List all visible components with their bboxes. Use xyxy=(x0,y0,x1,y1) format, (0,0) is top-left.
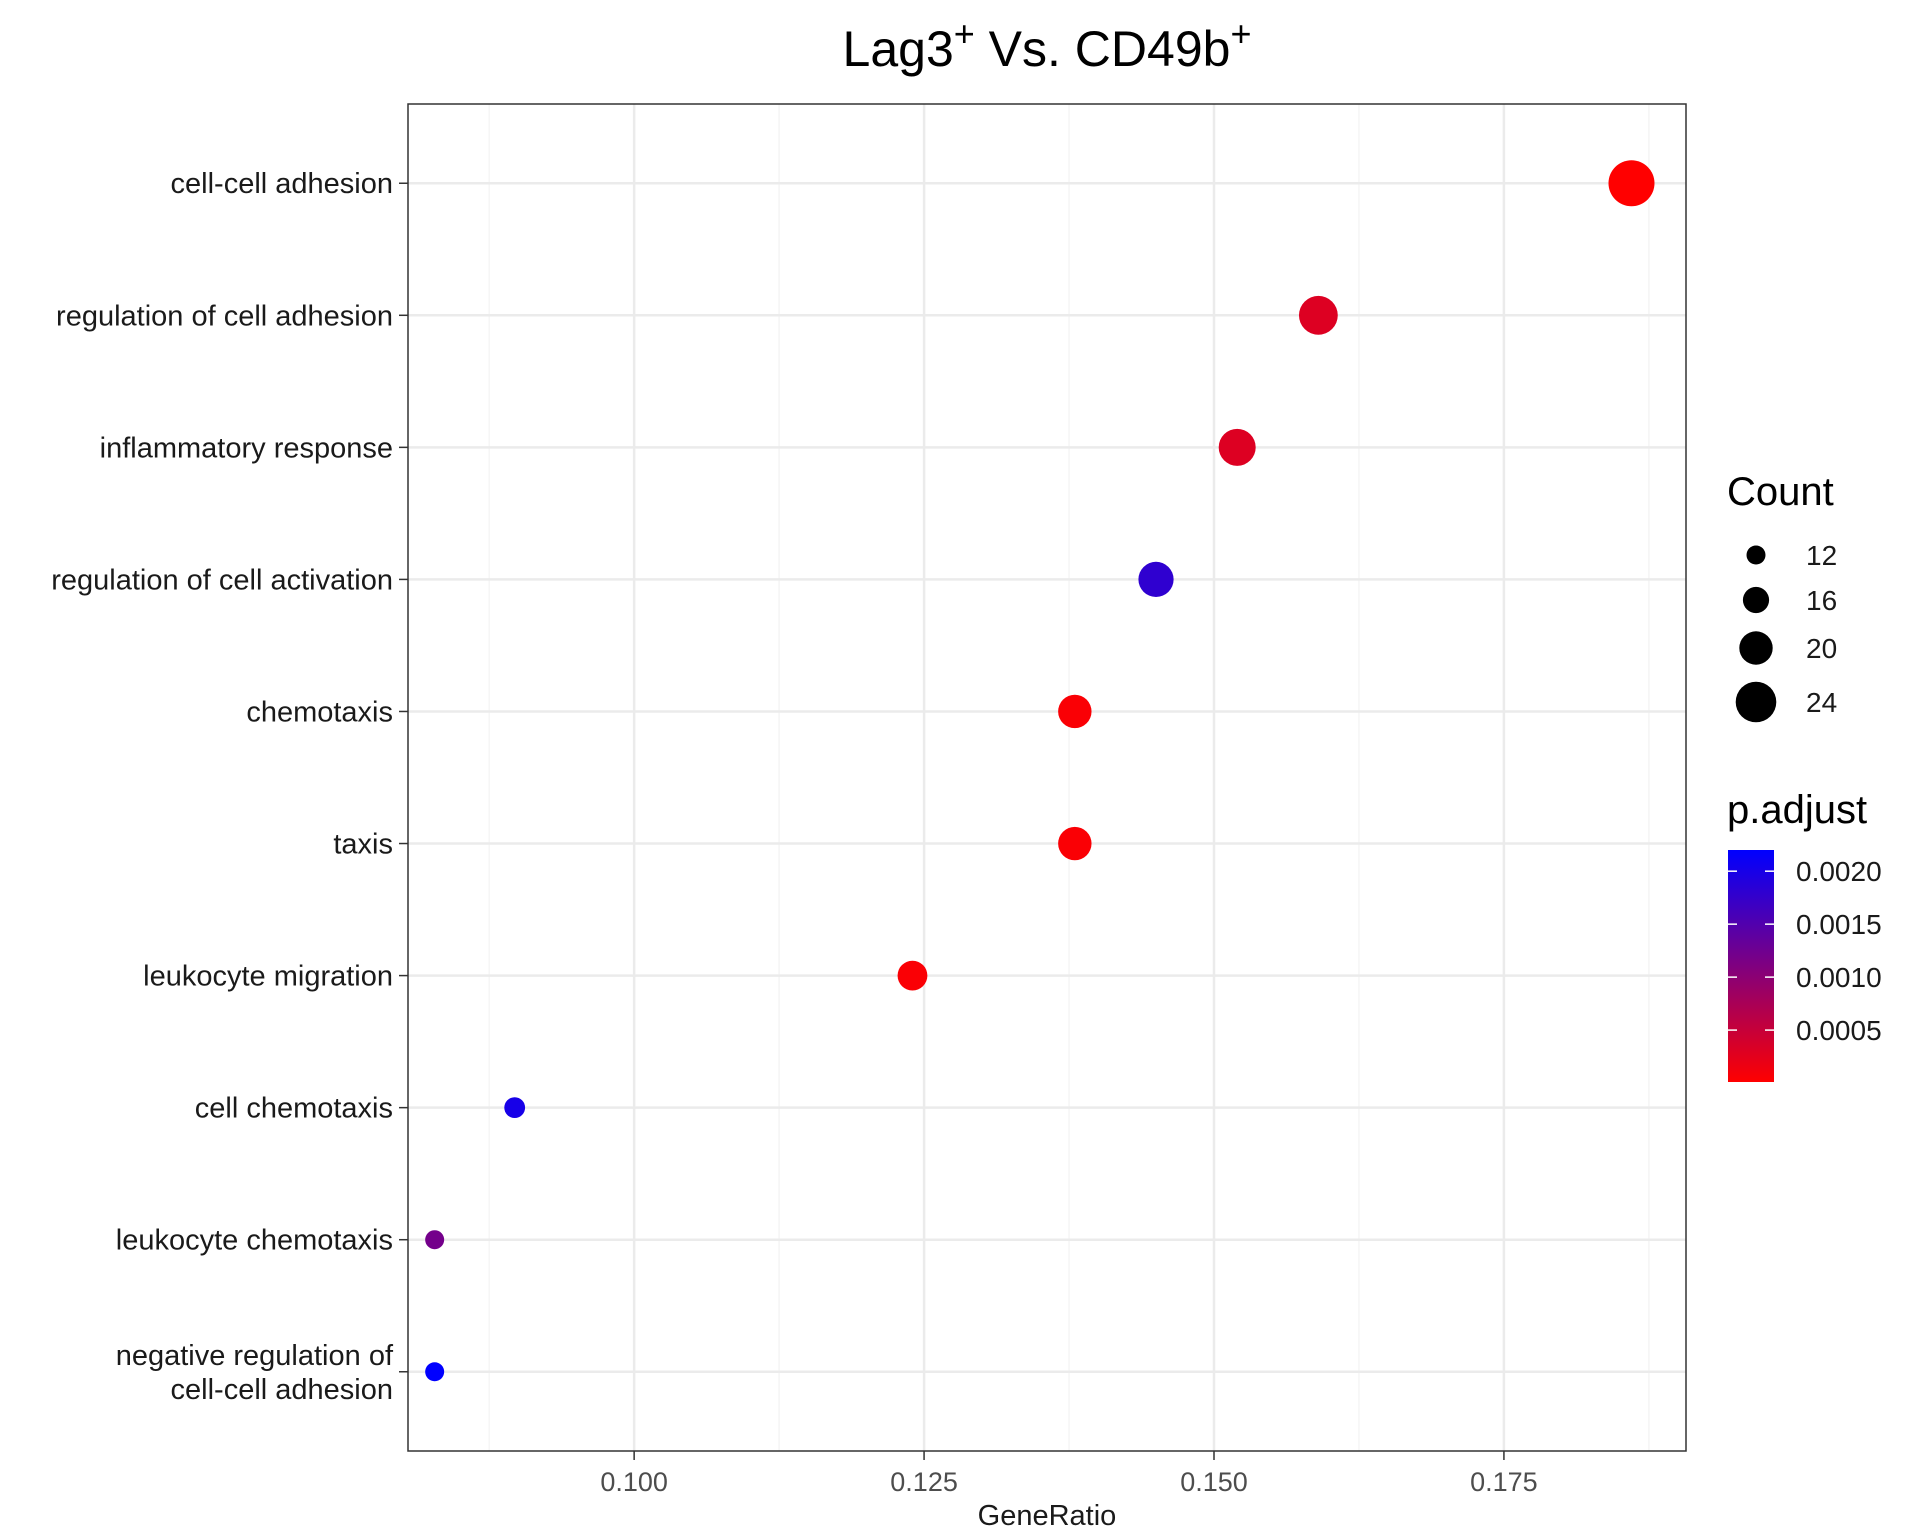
y-axis-label: regulation of cell adhesion xyxy=(56,300,393,332)
y-axis-label: leukocyte chemotaxis xyxy=(116,1225,393,1257)
legend-count-label: 24 xyxy=(1806,687,1837,718)
chart-title: Lag3+ Vs. CD49b+ xyxy=(408,14,1686,84)
x-axis-tick-label: 0.175 xyxy=(1470,1467,1538,1497)
legend-colorbar-label: 0.0020 xyxy=(1796,856,1882,887)
legend-colorbar-label: 0.0005 xyxy=(1796,1015,1882,1046)
data-point xyxy=(1058,694,1092,729)
data-point xyxy=(425,1230,445,1250)
data-point xyxy=(425,1362,445,1382)
x-axis-tick-label: 0.150 xyxy=(1180,1467,1248,1497)
data-point xyxy=(1608,160,1655,207)
y-axis-label: inflammatory response xyxy=(100,432,393,464)
y-axis-label: cell chemotaxis xyxy=(195,1093,393,1125)
title-superscript-1: + xyxy=(953,13,975,54)
legend-colorbar-label: 0.0010 xyxy=(1796,962,1882,993)
legend-count-key xyxy=(1739,631,1773,665)
y-axis-label: negative regulation of xyxy=(116,1340,394,1372)
legend-count-title: Count xyxy=(1727,470,1834,514)
legend-count-key xyxy=(1742,586,1770,614)
data-point xyxy=(504,1097,526,1119)
title-main: Lag3 xyxy=(842,21,954,77)
legend-count-key xyxy=(1735,681,1777,723)
legend-count-label: 20 xyxy=(1806,633,1837,664)
y-axis-label: cell-cell adhesion xyxy=(171,168,393,200)
data-point xyxy=(1058,826,1092,861)
x-axis-tick-label: 0.125 xyxy=(890,1467,958,1497)
data-point xyxy=(1218,428,1256,466)
data-point xyxy=(897,960,928,991)
legend-padjust-title: p.adjust xyxy=(1727,788,1867,832)
data-point xyxy=(1298,295,1338,335)
y-axis-label: regulation of cell activation xyxy=(51,564,393,596)
legend-colorbar-label: 0.0015 xyxy=(1796,909,1882,940)
legend-count-key xyxy=(1746,545,1766,565)
title-superscript-2: + xyxy=(1230,13,1252,54)
title-middle: Vs. CD49b xyxy=(974,21,1231,77)
data-point xyxy=(1138,561,1174,598)
panel-border xyxy=(407,103,1687,1452)
y-axis-label: taxis xyxy=(333,829,393,861)
y-axis-label: chemotaxis xyxy=(246,696,393,728)
y-axis-label: cell-cell adhesion xyxy=(171,1374,393,1406)
legend-colorbar xyxy=(1728,850,1774,1082)
x-axis-tick-label: 0.100 xyxy=(600,1467,668,1497)
x-axis-title: GeneRatio xyxy=(978,1500,1117,1532)
legend-count-label: 12 xyxy=(1806,540,1837,571)
y-axis-label: leukocyte migration xyxy=(143,961,393,993)
legend-count-label: 16 xyxy=(1806,585,1837,616)
